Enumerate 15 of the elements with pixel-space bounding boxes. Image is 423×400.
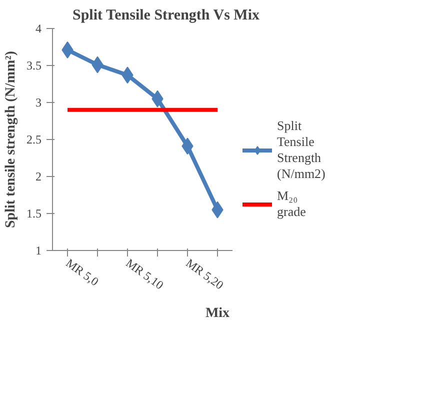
y-tick-label: 3 <box>36 96 42 110</box>
legend-label: M₂₀ grade <box>277 188 306 220</box>
y-tick-label: 2 <box>36 170 42 184</box>
x-tick-label: MR 5,20 <box>183 256 226 292</box>
y-tick-label: 1.5 <box>26 206 42 220</box>
y-axis-title: Split tensile strength (N/mm²) <box>4 50 18 228</box>
x-tick-label: MR 5,10 <box>123 256 166 292</box>
y-tick-label: 3.5 <box>26 58 42 72</box>
x-tick-label: MR 5,0 <box>63 256 102 289</box>
y-tick-label: 1 <box>36 244 42 258</box>
legend-label: Split Tensile Strength (N/mm2) <box>277 118 326 182</box>
y-tick-label: 2.5 <box>26 132 42 146</box>
x-axis-title: Mix <box>205 306 230 321</box>
y-tick-label: 4 <box>36 22 42 36</box>
chart-title: Split Tensile Strength Vs Mix <box>72 8 260 24</box>
